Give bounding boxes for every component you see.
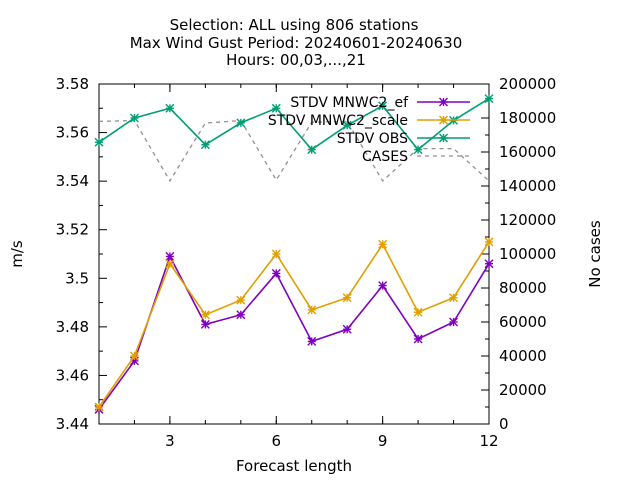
data-point: [378, 239, 388, 249]
data-point: [342, 324, 352, 334]
y2-axis-ticks: 0 20000 40000 60000 80000 100000 120000 140000 1…: [481, 75, 556, 433]
title-line-1: Selection: ALL using 806 stations: [170, 16, 419, 34]
legend-label: STDV MNWC2_ef: [290, 95, 409, 111]
series-line: [98, 97, 490, 151]
y-tick-label: 3.46: [56, 366, 89, 384]
data-point: [342, 293, 352, 303]
legend-item: STDV MNWC2_ef: [290, 95, 470, 111]
data-point: [94, 137, 104, 147]
y2-tick-label: 40000: [499, 347, 547, 365]
series-1: [94, 237, 494, 412]
y-axis-ticks: 3.44 3.46 3.48 3.5 3.52 3.54 3.56 3.58: [56, 75, 107, 433]
legend-label: CASES: [362, 149, 408, 165]
data-point: [200, 310, 210, 320]
data-point: [236, 295, 246, 305]
data-point: [271, 103, 281, 113]
data-point: [165, 103, 175, 113]
x-tick-label: 12: [479, 432, 498, 450]
data-point: [413, 334, 423, 344]
y2-tick-label: 80000: [499, 279, 547, 297]
data-point: [200, 140, 210, 150]
y2-tick-label: 0: [499, 415, 509, 433]
title-line-3: Hours: 00,03,...,21: [226, 51, 366, 69]
legend: STDV MNWC2_ef STDV MNWC2_scale STDV OBS CAS…: [268, 95, 470, 165]
y-axis-label: m/s: [8, 240, 26, 268]
data-point: [342, 120, 352, 130]
legend-marker: [439, 97, 448, 107]
y2-tick-label: 60000: [499, 313, 547, 331]
data-point: [378, 101, 388, 111]
y-tick-label: 3.5: [65, 269, 89, 287]
data-point: [200, 319, 210, 329]
data-point: [449, 293, 459, 303]
data-point: [236, 118, 246, 128]
data-point: [413, 307, 423, 317]
data-point: [378, 281, 388, 291]
data-point: [484, 237, 494, 247]
data-point: [307, 145, 317, 155]
data-point: [413, 145, 423, 155]
series-3: [98, 119, 490, 183]
series-line: [98, 241, 490, 408]
legend-marker: [439, 115, 448, 125]
y2-tick-label: 180000: [499, 109, 556, 127]
legend-label: STDV MNWC2_scale: [268, 113, 408, 129]
y2-axis-label: No cases: [586, 220, 604, 288]
data-point: [484, 94, 494, 104]
y2-tick-label: 120000: [499, 211, 556, 229]
data-point: [129, 351, 139, 361]
data-point: [236, 310, 246, 320]
x-tick-label: 6: [271, 432, 281, 450]
y-tick-label: 3.58: [56, 75, 89, 93]
data-point: [449, 317, 459, 327]
y-tick-label: 3.44: [56, 415, 89, 433]
series-0: [94, 251, 494, 414]
data-point: [307, 305, 317, 315]
series-line: [98, 254, 490, 410]
y2-tick-label: 100000: [499, 245, 556, 263]
legend-item: STDV MNWC2_scale: [268, 113, 470, 129]
chart-title: Selection: ALL using 806 stations Max Wi…: [130, 16, 463, 69]
data-point: [271, 249, 281, 259]
x-tick-label: 9: [378, 432, 388, 450]
legend-item: STDV OBS: [337, 131, 470, 147]
plot-frame: [98, 83, 490, 425]
y2-tick-label: 160000: [499, 143, 556, 161]
y-tick-label: 3.48: [56, 318, 89, 336]
x-tick-label: 3: [165, 432, 175, 450]
series-2: [94, 94, 494, 155]
x-axis-ticks: 3 6 9 12: [98, 84, 499, 450]
y-tick-label: 3.56: [56, 124, 89, 142]
y2-tick-label: 140000: [499, 177, 556, 195]
title-line-2: Max Wind Gust Period: 20240601-20240630: [130, 34, 463, 52]
legend-item: CASES: [362, 149, 470, 165]
data-point: [165, 251, 175, 261]
data-point: [271, 268, 281, 278]
y2-tick-label: 200000: [499, 75, 556, 93]
y-tick-label: 3.52: [56, 221, 89, 239]
data-point: [165, 259, 175, 269]
data-point: [94, 402, 104, 412]
y-tick-label: 3.54: [56, 172, 89, 190]
legend-label: STDV OBS: [337, 131, 408, 147]
data-point: [484, 259, 494, 269]
data-point: [307, 336, 317, 346]
x-axis-label: Forecast length: [236, 457, 352, 475]
series-layer: [94, 94, 494, 414]
series-line: [98, 119, 490, 183]
y2-tick-label: 20000: [499, 381, 547, 399]
legend-marker: [439, 133, 448, 143]
data-point: [129, 113, 139, 123]
